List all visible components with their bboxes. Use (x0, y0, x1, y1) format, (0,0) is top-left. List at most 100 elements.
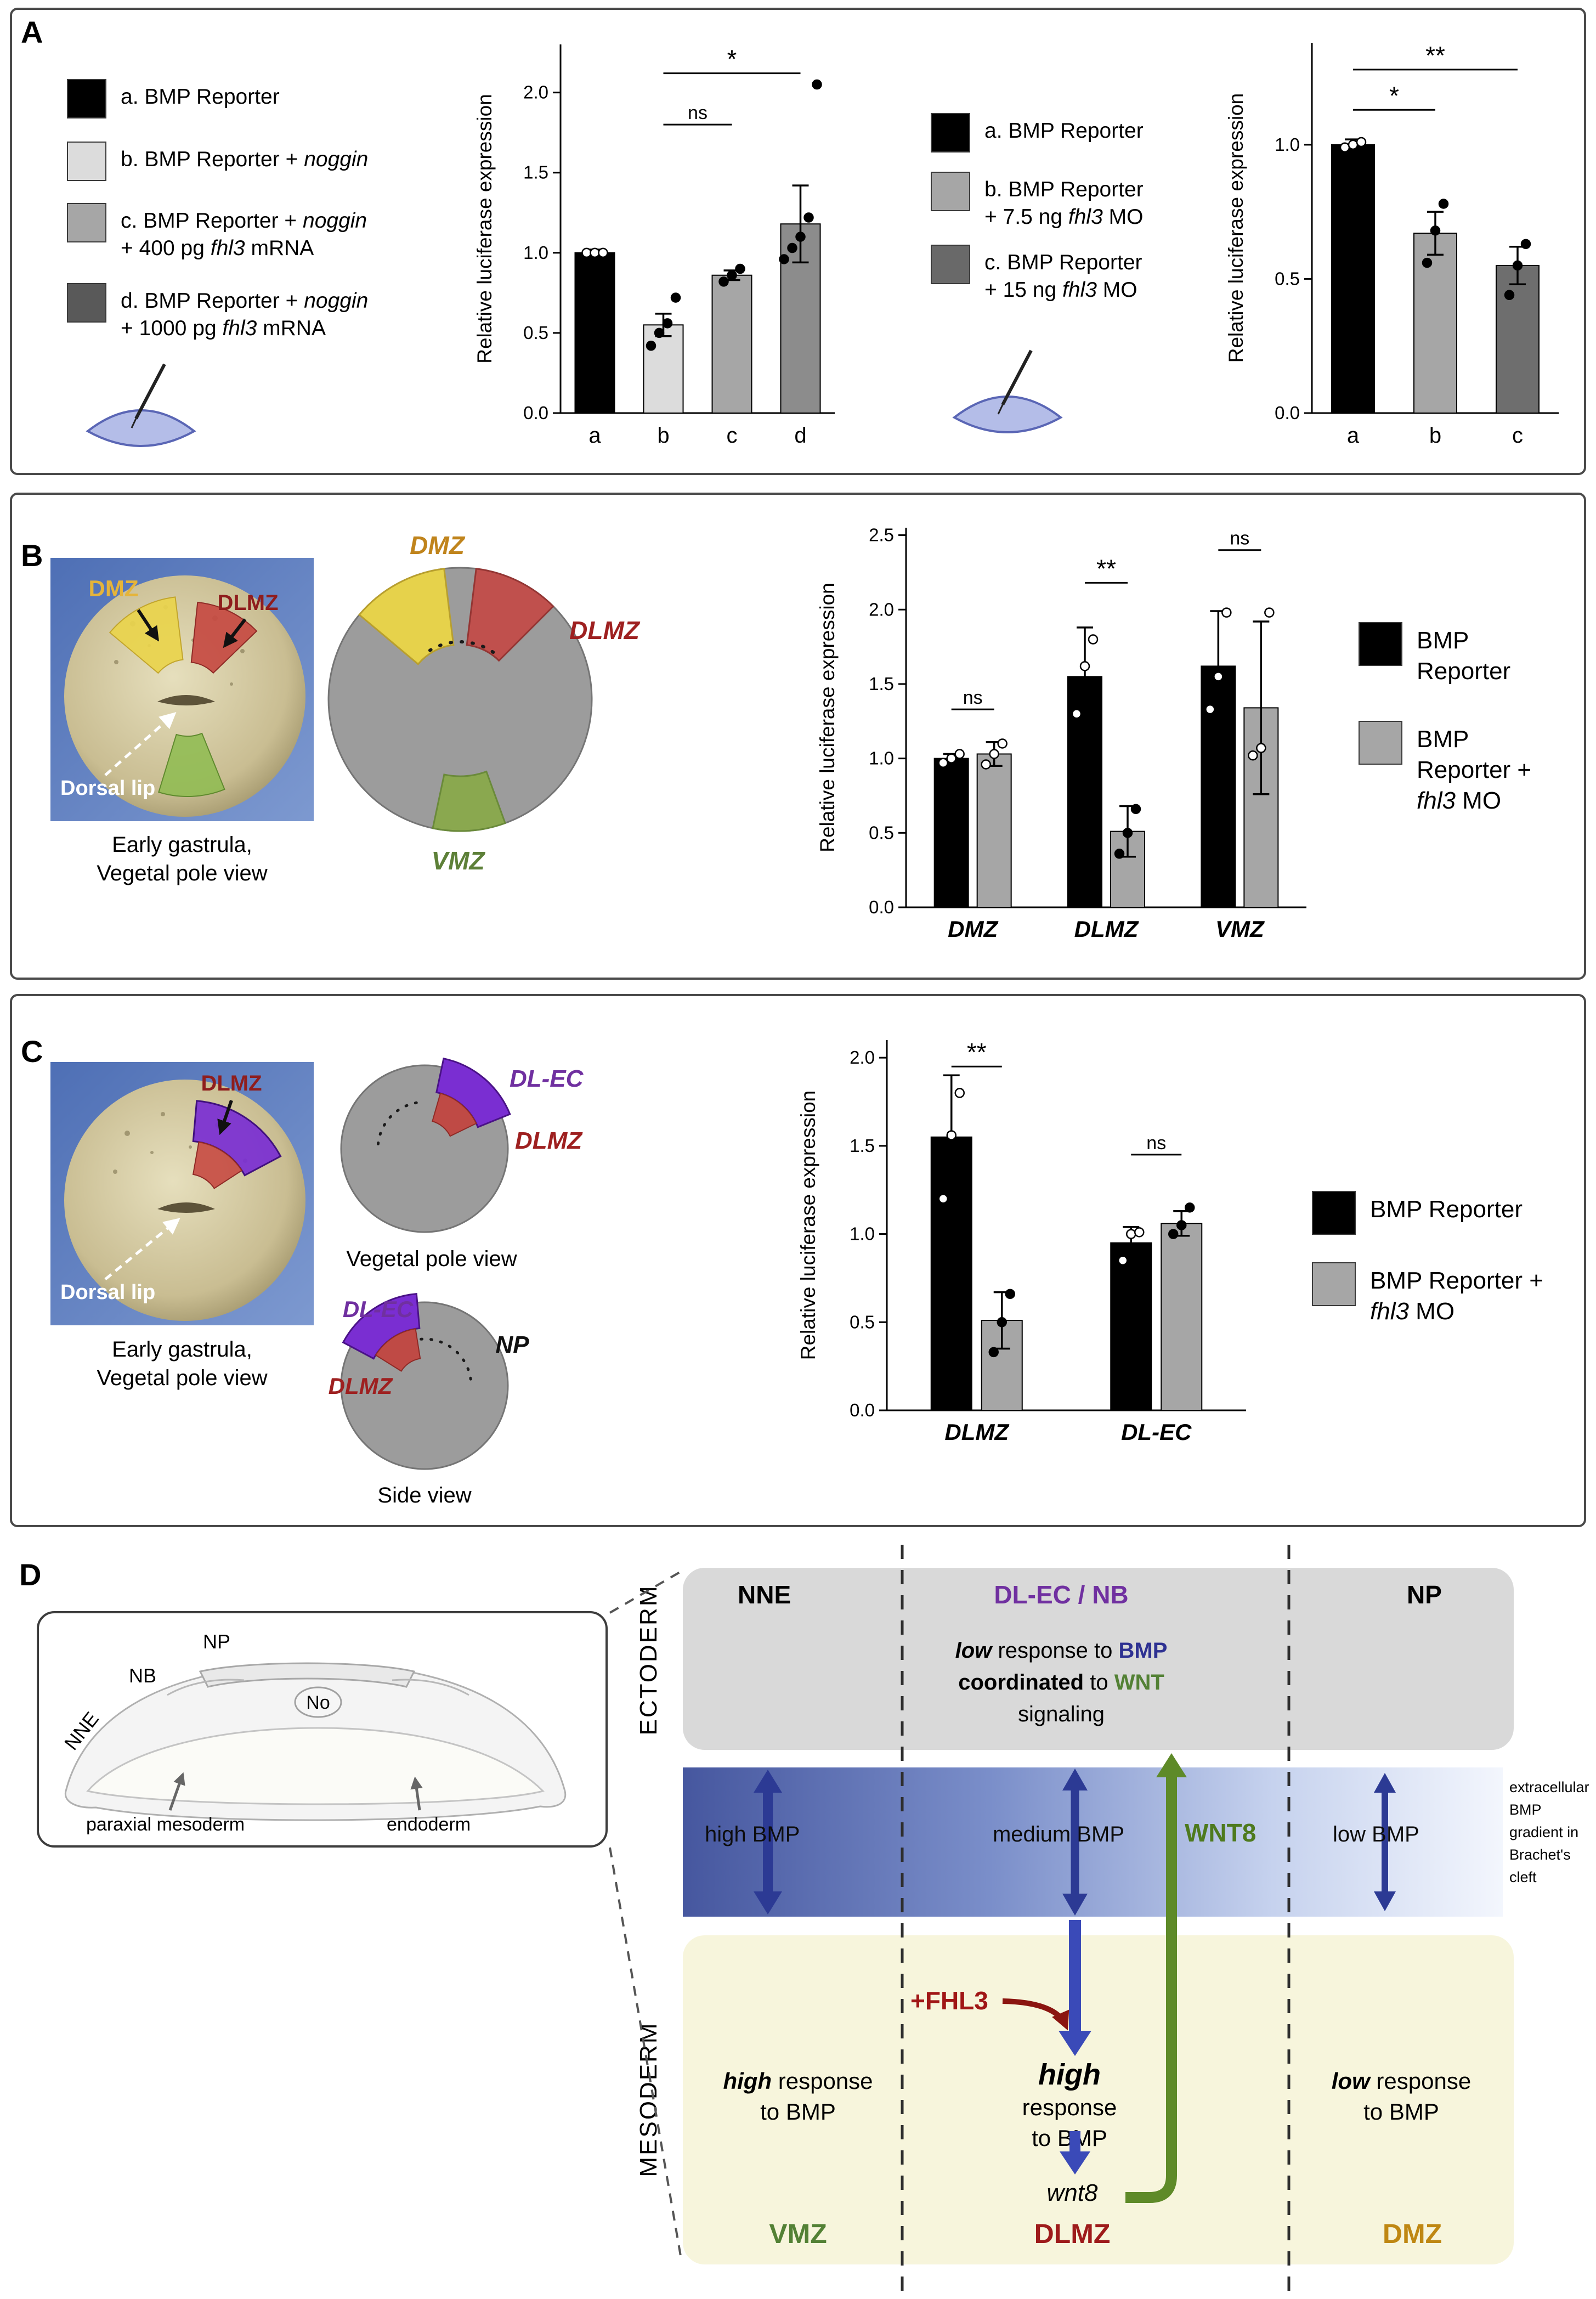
panel-a-label: A (21, 15, 43, 49)
svg-text:0.5: 0.5 (850, 1312, 875, 1332)
high-bmp-label: high BMP (705, 1822, 800, 1846)
dotted-arc (419, 1337, 472, 1381)
np-label: NP (203, 1630, 230, 1653)
panel-d-label: D (19, 1557, 42, 1592)
svg-text:2.0: 2.0 (850, 1047, 875, 1067)
brachets-cleft-caption: extracellular BMP gradient in Brachet's … (1509, 1779, 1589, 1885)
swatch-black (1312, 1191, 1356, 1235)
svg-text:d: d (794, 423, 806, 448)
neural-plate (199, 1662, 416, 1688)
dlmz-label: DLMZ (201, 1071, 262, 1095)
dlmz-wedge (466, 568, 554, 662)
svg-text:**: ** (1096, 554, 1116, 583)
dlmz-wedge (375, 1328, 421, 1372)
svg-text:2.0: 2.0 (523, 82, 548, 103)
endoderm-arrow (410, 1776, 423, 1811)
dlmz-label: DLMZ (329, 1373, 393, 1399)
blastopore (157, 695, 215, 705)
svg-text:DLMZ: DLMZ (1074, 916, 1139, 942)
svg-text:c: c (1512, 423, 1523, 448)
dmz-label: DMZ (410, 531, 466, 560)
swatch-gray (67, 203, 106, 242)
dlmz-label: DLMZ (217, 591, 278, 615)
series-legend-fhl3-mo: BMP Reporter + fhl3 MO (1312, 1262, 1543, 1327)
dmz-zone-label: DMZ (1382, 2218, 1442, 2249)
np-header: NP (1407, 1580, 1442, 1609)
legend-item-a: a. BMP Reporter (67, 79, 280, 118)
legend-label: d. BMP Reporter + noggin + 1000 pg fhl3 … (121, 289, 369, 340)
dlmz-region (192, 1141, 243, 1189)
legend-label: b. BMP Reporter + 7.5 ng fhl3 MO (984, 178, 1144, 229)
wnt8-label: WNT8 (1185, 1818, 1257, 1847)
svg-text:Relative luciferase expression: Relative luciferase expression (1225, 93, 1247, 363)
svg-text:ns: ns (963, 687, 983, 708)
legend2-item-c: c. BMP Reporter + 15 ng fhl3 MO (931, 245, 1142, 304)
svg-text:0.0: 0.0 (1275, 403, 1300, 423)
fhl3-label: +FHL3 (910, 1986, 988, 2015)
legend-item-b: b. BMP Reporter + noggin (67, 142, 368, 181)
legend-label: BMP Reporter (1370, 1196, 1523, 1223)
svg-text:1.0: 1.0 (850, 1224, 875, 1244)
low-bmp-label: low BMP (1333, 1822, 1419, 1846)
dlmz-label: DLMZ (515, 1127, 583, 1154)
dorsal-lip-label: Dorsal lip (60, 777, 155, 800)
swatch-black (931, 113, 970, 152)
series-legend-bmp-reporter: BMP Reporter (1359, 622, 1510, 687)
nb-label: NB (129, 1664, 156, 1687)
dmz-label: DMZ (89, 575, 139, 601)
svg-text:0.0: 0.0 (523, 403, 548, 423)
paraxial-label: paraxial mesoderm (86, 1814, 245, 1835)
injection-embryo-icon (952, 349, 1063, 433)
svg-text:Relative luciferase expression: Relative luciferase expression (797, 1091, 819, 1360)
svg-text:0.0: 0.0 (850, 1400, 875, 1420)
schematic-vegetal-view: DL-EC DLMZ Vegetal pole view (340, 1057, 584, 1271)
dlmz-label: DLMZ (569, 616, 641, 645)
embryo-photo-vegetal: DMZ DLMZ Dorsal lip (50, 558, 314, 821)
svg-text:2.5: 2.5 (869, 525, 894, 545)
no-label: No (306, 1692, 330, 1713)
swatch-gray (1359, 721, 1402, 765)
legend-label: c. BMP Reporter + 15 ng fhl3 MO (984, 251, 1142, 302)
svg-text:0.5: 0.5 (869, 822, 894, 843)
bar-chart-dlmz-dlec: 0.0 0.5 1.0 1.5 2.0 Relative luciferase expre… (791, 1026, 1284, 1462)
svg-text:a: a (1347, 423, 1360, 448)
svg-text:2.0: 2.0 (869, 599, 894, 619)
bar-chart-explants-dmz-dlmz-vmz: 0.0 0.5 1.0 1.5 2.0 2.5 Relative luciferase ex… (810, 514, 1320, 959)
notochord (294, 1686, 342, 1718)
view-caption: Side view (377, 1483, 471, 1507)
panel-c: C DLMZ Dorsal lip (10, 994, 1586, 1527)
swatch-gray (931, 172, 970, 211)
svg-text:0.5: 0.5 (1275, 268, 1300, 289)
mesoderm-axis-label: MESODERM (635, 2021, 662, 2177)
ectoderm-axis-label: ECTODERM (635, 1584, 662, 1736)
embryo-arc (952, 396, 1063, 433)
schematic-side-view: DL-EC DLMZ NP Side view (329, 1293, 529, 1507)
dlmz-arrow (217, 1100, 233, 1136)
embryo-cross-section-schematic: NP NB No NNE paraxial mesoderm endoderm (37, 1611, 608, 1848)
vmz-region (158, 732, 225, 797)
chart-svg: 0.0 0.5 1.0 1.5 2.0 2.5 Relative luciferase ex… (816, 525, 1306, 942)
chart-svg: 0.0 0.5 1.0 Relative luciferase expression a… (1225, 41, 1559, 448)
swatch-darkgray (931, 245, 970, 284)
series-legend-bmp-reporter: BMP Reporter (1312, 1191, 1523, 1235)
dmz-arrow (137, 609, 159, 642)
svg-text:0.5: 0.5 (523, 323, 548, 343)
mesoderm-box: high response to BMP +FHL3 high response… (683, 1935, 1514, 2264)
svg-text:**: ** (1425, 41, 1445, 70)
bar-chart-noggin-rescue: 0.0 0.5 1.0 1.5 2.0 Relative luciferase expre… (467, 31, 851, 465)
panel-b: B DMZ DLMZ (10, 493, 1586, 980)
endoderm-label: endoderm (387, 1814, 471, 1835)
np-label: NP (495, 1331, 529, 1358)
photo-caption: Early gastrula, Vegetal pole view (97, 1337, 268, 1390)
dmz-wedge (358, 568, 455, 665)
svg-text:1.0: 1.0 (1275, 134, 1300, 155)
svg-text:*: * (727, 45, 737, 74)
svg-text:ns: ns (1146, 1133, 1166, 1154)
svg-text:DLMZ: DLMZ (944, 1419, 1009, 1445)
svg-text:**: ** (967, 1038, 987, 1066)
swatch-lightgray (67, 142, 106, 181)
swatch-gray (1312, 1262, 1356, 1306)
svg-text:ns: ns (688, 103, 708, 123)
panel-c-label: C (21, 1034, 43, 1069)
